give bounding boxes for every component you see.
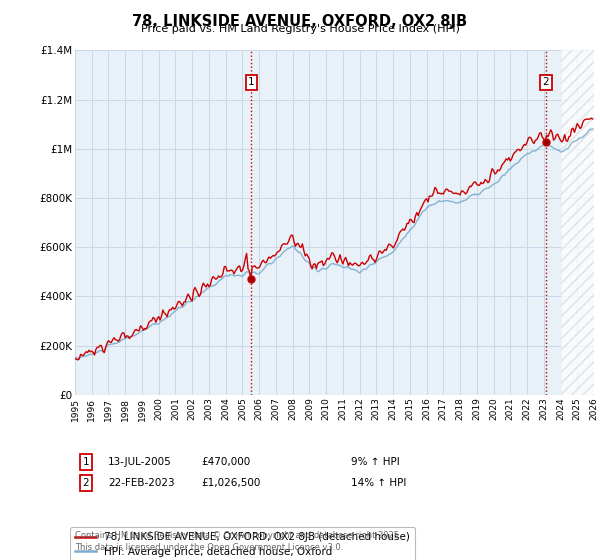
Text: 9% ↑ HPI: 9% ↑ HPI <box>351 457 400 467</box>
Text: Contains HM Land Registry data © Crown copyright and database right 2025.
This d: Contains HM Land Registry data © Crown c… <box>75 531 401 552</box>
Text: 14% ↑ HPI: 14% ↑ HPI <box>351 478 406 488</box>
Text: 1: 1 <box>248 77 255 87</box>
Text: 13-JUL-2005: 13-JUL-2005 <box>108 457 172 467</box>
Text: Price paid vs. HM Land Registry's House Price Index (HPI): Price paid vs. HM Land Registry's House … <box>140 24 460 34</box>
Text: 1: 1 <box>82 457 89 467</box>
Text: 78, LINKSIDE AVENUE, OXFORD, OX2 8JB: 78, LINKSIDE AVENUE, OXFORD, OX2 8JB <box>133 14 467 29</box>
Text: 2: 2 <box>82 478 89 488</box>
Legend: 78, LINKSIDE AVENUE, OXFORD, OX2 8JB (detached house), HPI: Average price, detac: 78, LINKSIDE AVENUE, OXFORD, OX2 8JB (de… <box>70 527 415 560</box>
Text: £470,000: £470,000 <box>201 457 250 467</box>
Text: 22-FEB-2023: 22-FEB-2023 <box>108 478 175 488</box>
Text: £1,026,500: £1,026,500 <box>201 478 260 488</box>
Text: 2: 2 <box>542 77 549 87</box>
